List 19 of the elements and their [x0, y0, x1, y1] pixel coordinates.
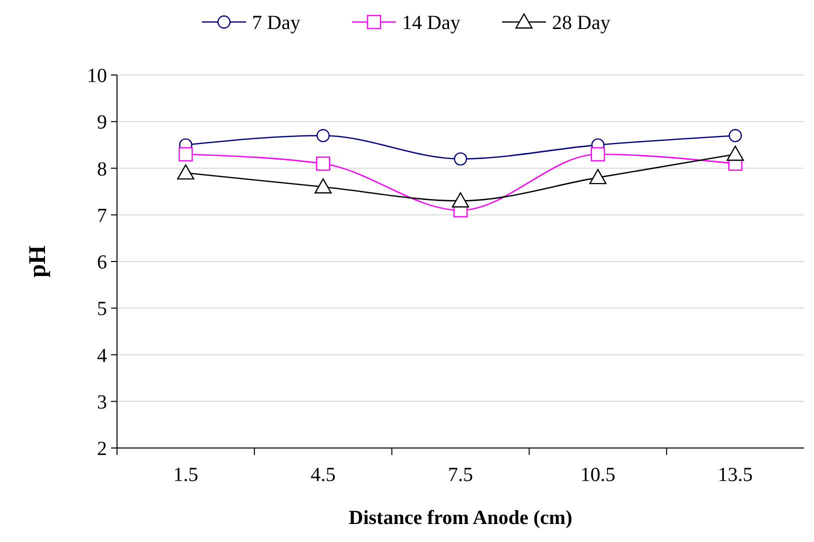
x-tick-label: 4.5 — [310, 464, 336, 486]
x-tick-label: 1.5 — [173, 464, 198, 486]
y-tick-label: 5 — [97, 298, 107, 320]
x-tick-label: 7.5 — [448, 464, 473, 486]
legend-label: 7 Day — [252, 12, 300, 34]
y-tick-label: 4 — [97, 344, 107, 367]
y-tick-label: 10 — [87, 65, 107, 87]
y-tick-label: 7 — [97, 204, 107, 227]
y-tick-label: 2 — [97, 438, 107, 460]
x-axis-title: Distance from Anode (cm) — [348, 507, 572, 529]
y-tick-label: 8 — [97, 158, 107, 180]
x-tick-label: 10.5 — [580, 464, 616, 486]
x-tick-label: 13.5 — [718, 464, 753, 486]
legend-label: 28 Day — [552, 12, 610, 34]
y-tick-label: 3 — [97, 391, 107, 414]
legend-label: 14 Day — [402, 12, 460, 34]
y-axis-title: pH — [25, 245, 51, 278]
y-tick-label: 9 — [97, 112, 107, 134]
y-tick-label: 6 — [97, 252, 107, 274]
